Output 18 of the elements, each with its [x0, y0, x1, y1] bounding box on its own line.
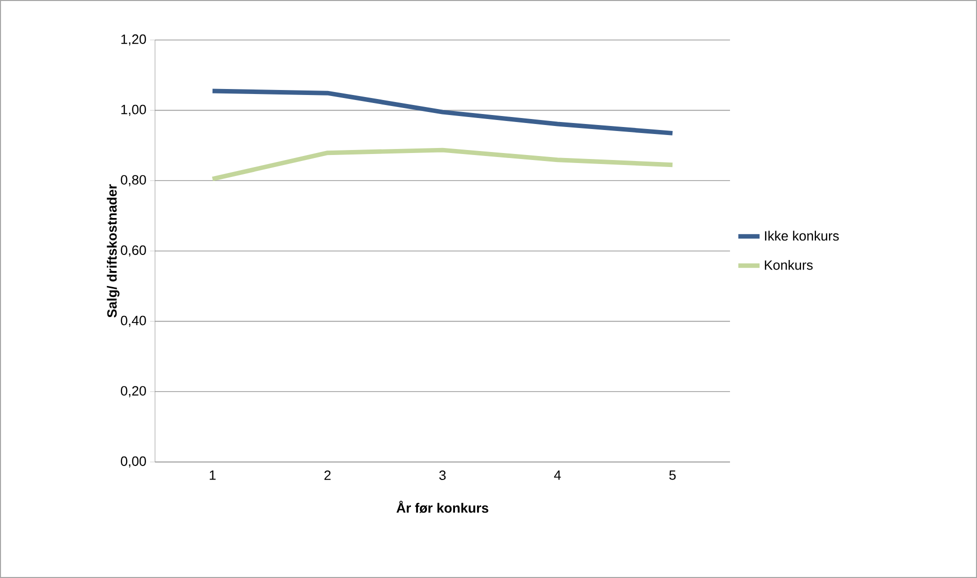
- y-tick-label: 1,20: [121, 34, 146, 46]
- line-series: [210, 88, 675, 136]
- x-tick-label: 5: [669, 470, 676, 480]
- y-tick-label: 0,20: [120, 386, 146, 398]
- line-series: [210, 148, 675, 182]
- x-axis-title: År før konkurs: [396, 500, 488, 514]
- x-tick-label: 2: [324, 470, 331, 480]
- y-tick-label: 0,60: [120, 245, 146, 257]
- y-tick-label: 1,00: [121, 104, 146, 116]
- y-axis-title: Salg/ driftskostnader: [106, 184, 120, 318]
- legend-label: Ikke konkurs: [765, 230, 839, 241]
- y-tick-label: 0,80: [120, 175, 146, 186]
- legend-label: Konkurs: [764, 260, 813, 270]
- y-tick-label: 0,40: [120, 316, 146, 327]
- y-tick-label: 0,00: [120, 456, 146, 468]
- x-tick-label: 1: [210, 470, 216, 480]
- x-tick-label: 3: [439, 470, 446, 480]
- x-tick-label: 4: [554, 470, 561, 480]
